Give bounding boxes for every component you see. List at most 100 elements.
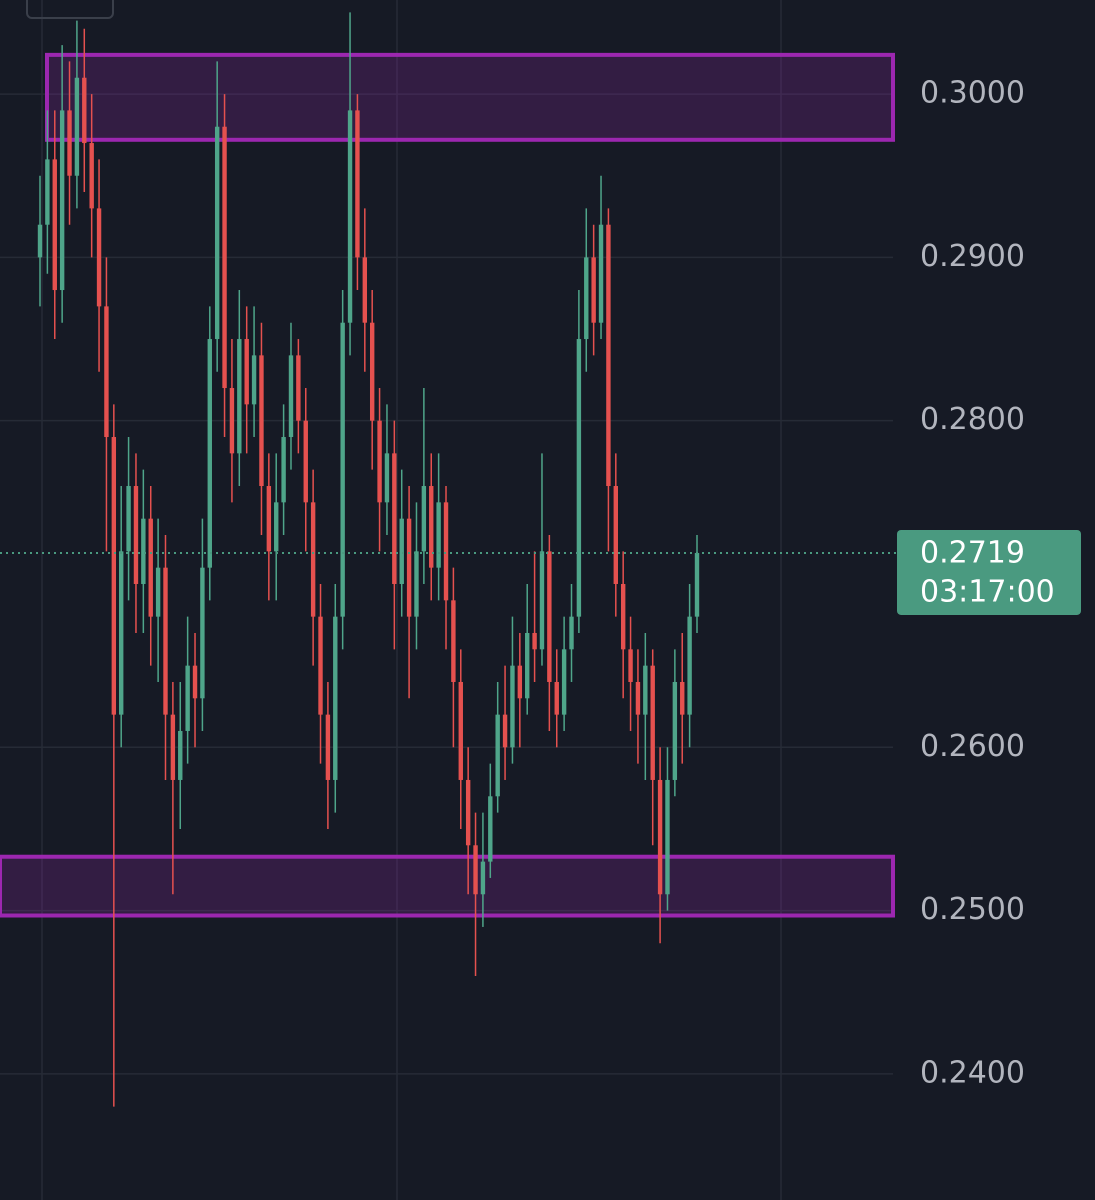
candle-body bbox=[310, 502, 316, 617]
candle-body bbox=[178, 730, 183, 780]
candle-body bbox=[620, 583, 626, 650]
candle-body bbox=[163, 567, 168, 715]
candle-body bbox=[347, 110, 353, 323]
candle-body bbox=[155, 567, 161, 617]
candle-body bbox=[266, 486, 272, 552]
candle-body bbox=[687, 616, 692, 715]
candle-body bbox=[170, 714, 176, 780]
candle-body bbox=[126, 486, 131, 552]
candle-body bbox=[443, 502, 449, 601]
candle-body bbox=[274, 502, 279, 552]
candle-body bbox=[480, 861, 486, 895]
candle-body bbox=[288, 355, 294, 438]
candle-body bbox=[222, 126, 227, 389]
y-tick-label: 0.2600 bbox=[920, 729, 1025, 764]
candle-body bbox=[613, 486, 618, 584]
candle-body bbox=[532, 632, 537, 650]
candle-body bbox=[251, 355, 257, 405]
candle-body bbox=[192, 665, 198, 699]
candle-body bbox=[89, 143, 94, 209]
candle-body bbox=[421, 486, 427, 552]
candle-body bbox=[399, 518, 404, 584]
zone bbox=[0, 854, 895, 918]
candle-body bbox=[185, 665, 190, 731]
candle-body bbox=[333, 616, 338, 780]
candle-body bbox=[517, 665, 523, 699]
candle-body bbox=[451, 600, 456, 682]
candle-body bbox=[392, 453, 397, 584]
candle-body bbox=[82, 77, 87, 144]
countdown: 03:17:00 bbox=[920, 574, 1055, 609]
candle-body bbox=[59, 110, 65, 291]
candle-body bbox=[525, 632, 530, 699]
candle-body bbox=[502, 714, 508, 748]
candle-body bbox=[325, 714, 331, 780]
candle-body bbox=[74, 77, 80, 176]
candle-body bbox=[369, 322, 375, 421]
candle-body bbox=[628, 649, 633, 682]
candle-body bbox=[554, 681, 559, 715]
candle-body bbox=[657, 779, 663, 895]
candle-body bbox=[52, 159, 57, 291]
candle-body bbox=[414, 551, 419, 617]
candle-body bbox=[650, 665, 655, 780]
candle-body bbox=[207, 339, 212, 568]
candle-body bbox=[384, 453, 390, 503]
candle-body bbox=[665, 779, 670, 895]
candle-body bbox=[111, 437, 117, 715]
candle-body bbox=[214, 126, 220, 340]
candle-body bbox=[458, 681, 463, 780]
zone bbox=[45, 52, 895, 142]
candle-body bbox=[67, 110, 72, 176]
y-tick-label: 0.2400 bbox=[920, 1055, 1025, 1090]
candle-body bbox=[296, 355, 301, 421]
candle-body bbox=[237, 339, 242, 454]
candle-body bbox=[495, 714, 500, 797]
overlay: 0.2719 03:17:00 bbox=[0, 529, 1081, 615]
y-tick-label: 0.2900 bbox=[920, 239, 1025, 274]
candle-body bbox=[340, 322, 345, 617]
candle-body bbox=[318, 616, 323, 715]
price-tag bbox=[897, 529, 1081, 615]
zones bbox=[0, 52, 895, 918]
candle-body bbox=[281, 437, 286, 503]
y-tick-label: 0.3000 bbox=[920, 76, 1025, 111]
candle-body bbox=[133, 486, 139, 584]
y-tick-label: 0.2800 bbox=[920, 402, 1025, 437]
candle-body bbox=[598, 224, 604, 323]
candle-body bbox=[584, 257, 589, 340]
candle-body bbox=[672, 681, 678, 780]
candle-body bbox=[436, 502, 441, 568]
candle-body bbox=[643, 665, 648, 715]
toolbar-button[interactable] bbox=[26, 0, 114, 19]
candle-body bbox=[606, 224, 611, 487]
candle-body bbox=[119, 551, 124, 715]
candle-body bbox=[37, 224, 43, 258]
candle-body bbox=[362, 257, 368, 323]
candle-body bbox=[465, 779, 471, 846]
candle-body bbox=[45, 159, 50, 225]
candles bbox=[37, 12, 700, 1107]
candle-body bbox=[547, 551, 552, 682]
y-tick-label: 0.2500 bbox=[920, 892, 1025, 927]
candle-body bbox=[576, 339, 582, 617]
candle-body bbox=[591, 257, 596, 323]
last-price-label: 0.2719 bbox=[920, 535, 1025, 570]
candle-body bbox=[680, 681, 685, 715]
candle-body bbox=[429, 486, 434, 568]
candle-body bbox=[259, 355, 264, 487]
candle-body bbox=[303, 420, 308, 503]
candle-body bbox=[539, 551, 545, 650]
candle-body bbox=[406, 518, 412, 617]
candle-body bbox=[141, 518, 146, 584]
candle-body bbox=[510, 665, 515, 748]
candle-body bbox=[569, 616, 574, 650]
candle-body bbox=[229, 388, 235, 454]
candle-body bbox=[377, 420, 382, 503]
candle-body bbox=[200, 567, 205, 699]
candle-body bbox=[355, 110, 360, 258]
candle-body bbox=[473, 845, 478, 895]
candle-body bbox=[148, 518, 153, 617]
